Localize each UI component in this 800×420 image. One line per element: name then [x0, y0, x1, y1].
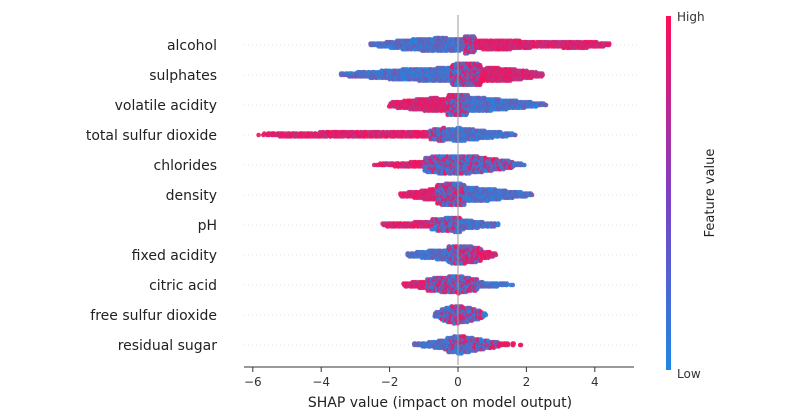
data-points — [256, 34, 612, 356]
shap-point — [540, 71, 545, 76]
shap-point — [471, 34, 477, 39]
shap-point — [522, 162, 527, 168]
shap-point — [529, 192, 535, 198]
shap-point — [471, 49, 476, 55]
shap-point — [495, 221, 501, 226]
shap-point — [543, 102, 549, 108]
shap-point — [493, 251, 498, 256]
shap-point — [477, 62, 483, 68]
shap-point — [477, 82, 483, 88]
shap-point — [513, 132, 518, 138]
shap-point — [607, 41, 612, 46]
shap-point — [462, 202, 467, 208]
shap-point — [464, 112, 469, 118]
shap-point — [256, 132, 261, 138]
